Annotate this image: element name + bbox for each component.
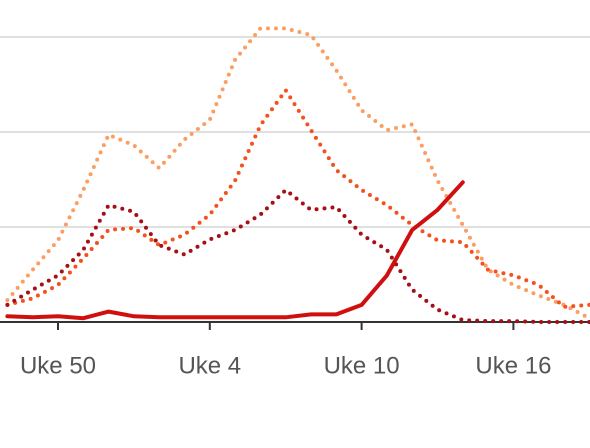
x-tick-label: Uke 4 xyxy=(178,352,241,379)
series-line xyxy=(5,180,465,321)
x-tick-label: Uke 10 xyxy=(324,352,400,379)
series-line xyxy=(5,88,590,309)
series-line xyxy=(5,26,590,321)
x-tick-label: Uke 50 xyxy=(20,352,96,379)
series-line xyxy=(5,188,590,324)
x-tick-label: Uke 16 xyxy=(475,352,551,379)
